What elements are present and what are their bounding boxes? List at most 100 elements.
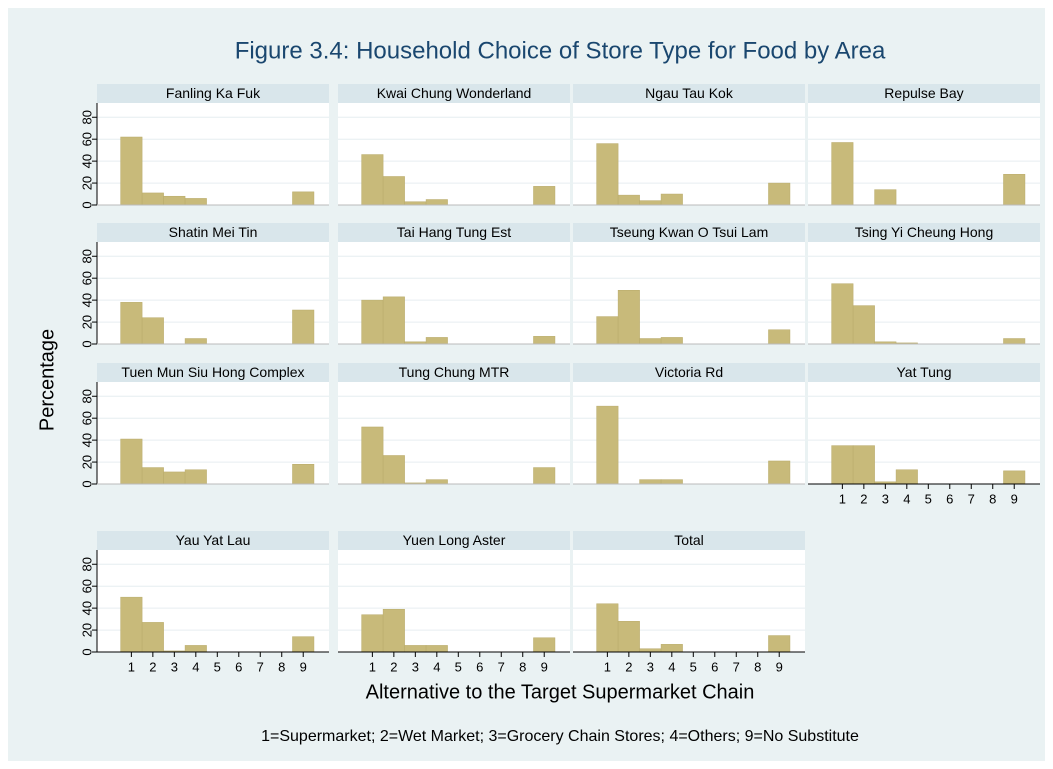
x-tick-label: 5 [455, 659, 462, 674]
bar [404, 645, 427, 653]
x-tick-label: 7 [968, 491, 975, 506]
bar [596, 405, 619, 485]
x-tick-label: 1 [128, 659, 135, 674]
x-tick-label: 6 [476, 659, 483, 674]
x-tick-label: 7 [498, 659, 505, 674]
bar [596, 143, 619, 206]
bar [425, 199, 448, 206]
bar [639, 200, 662, 206]
panel-title: Yat Tung [896, 364, 951, 380]
y-tick-label: 0 [79, 340, 94, 347]
x-tick-label: 7 [257, 659, 264, 674]
bar [361, 614, 384, 653]
bar [660, 193, 683, 206]
y-tick-label: 80 [79, 389, 94, 403]
bar [382, 296, 405, 345]
y-tick-label: 40 [79, 154, 94, 168]
bar [382, 176, 405, 206]
note: 1=Supermarket; 2=Wet Market; 3=Grocery C… [261, 728, 859, 745]
bar [382, 608, 405, 653]
panel-title: Yuen Long Aster [403, 532, 506, 548]
bar [533, 186, 556, 206]
bar [184, 198, 207, 206]
bar [292, 464, 315, 485]
bar [768, 329, 791, 345]
bar [639, 479, 662, 485]
panel-title: Tuen Mun Siu Hong Complex [121, 364, 304, 380]
x-tick-label: 7 [733, 659, 740, 674]
x-tick-label: 4 [668, 659, 675, 674]
bar [831, 283, 854, 345]
panel-title-strip [338, 84, 570, 103]
panel-title-strip [808, 363, 1040, 382]
panel-title-strip [808, 84, 1040, 103]
bar [852, 305, 875, 345]
x-tick-label: 1 [839, 491, 846, 506]
x-tick-label: 2 [625, 659, 632, 674]
bar [292, 636, 315, 653]
panel-title-strip [573, 84, 805, 103]
x-tick-label: 5 [925, 491, 932, 506]
x-tick-label: 2 [149, 659, 156, 674]
bar [1003, 174, 1026, 206]
bar [141, 622, 164, 653]
panel-title-strip [573, 531, 805, 550]
bar [120, 438, 143, 485]
bar [425, 337, 448, 345]
x-tick-label: 9 [1011, 491, 1018, 506]
bar [831, 142, 854, 206]
panel-title: Tseung Kwan O Tsui Lam [610, 224, 769, 240]
x-axis-label: Alternative to the Target Supermarket Ch… [366, 681, 755, 703]
x-tick-label: 3 [882, 491, 889, 506]
x-tick-label: 4 [903, 491, 910, 506]
panel-title: Total [674, 532, 704, 548]
bar [660, 337, 683, 345]
bar [660, 644, 683, 653]
y-tick-label: 20 [79, 315, 94, 329]
panel-title: Shatin Mei Tin [169, 224, 258, 240]
y-tick-label: 60 [79, 579, 94, 593]
x-tick-label: 3 [412, 659, 419, 674]
bar [361, 426, 384, 485]
bar [1003, 338, 1026, 345]
bar [141, 467, 164, 485]
x-tick-label: 5 [690, 659, 697, 674]
bar [382, 455, 405, 485]
x-tick-label: 9 [776, 659, 783, 674]
bar [292, 309, 315, 345]
bar [617, 194, 640, 206]
x-tick-label: 2 [390, 659, 397, 674]
bar [425, 479, 448, 485]
bar [533, 637, 556, 653]
y-tick-label: 20 [79, 623, 94, 637]
y-tick-label: 40 [79, 433, 94, 447]
x-tick-label: 8 [754, 659, 761, 674]
panel-title-strip [338, 223, 570, 242]
bar [852, 445, 875, 485]
bar [120, 136, 143, 206]
bar [660, 479, 683, 485]
panel-title-strip [97, 84, 329, 103]
panel-title-strip [338, 531, 570, 550]
y-tick-label: 20 [79, 455, 94, 469]
y-tick-label: 0 [79, 201, 94, 208]
bar [596, 316, 619, 345]
y-tick-label: 60 [79, 411, 94, 425]
bar [120, 596, 143, 653]
panel-title-strip [573, 363, 805, 382]
bar [163, 471, 186, 485]
bar [361, 299, 384, 345]
bar [874, 189, 897, 206]
bar [184, 645, 207, 653]
x-tick-label: 8 [989, 491, 996, 506]
bar [768, 635, 791, 653]
panel-title-strip [97, 531, 329, 550]
panel-title: Tsing Yi Cheung Hong [855, 224, 994, 240]
panel-title: Yau Yat Lau [176, 532, 251, 548]
y-tick-label: 60 [79, 271, 94, 285]
x-tick-label: 6 [711, 659, 718, 674]
panel-title: Repulse Bay [884, 85, 963, 101]
y-tick-label: 80 [79, 557, 94, 571]
x-tick-label: 1 [604, 659, 611, 674]
